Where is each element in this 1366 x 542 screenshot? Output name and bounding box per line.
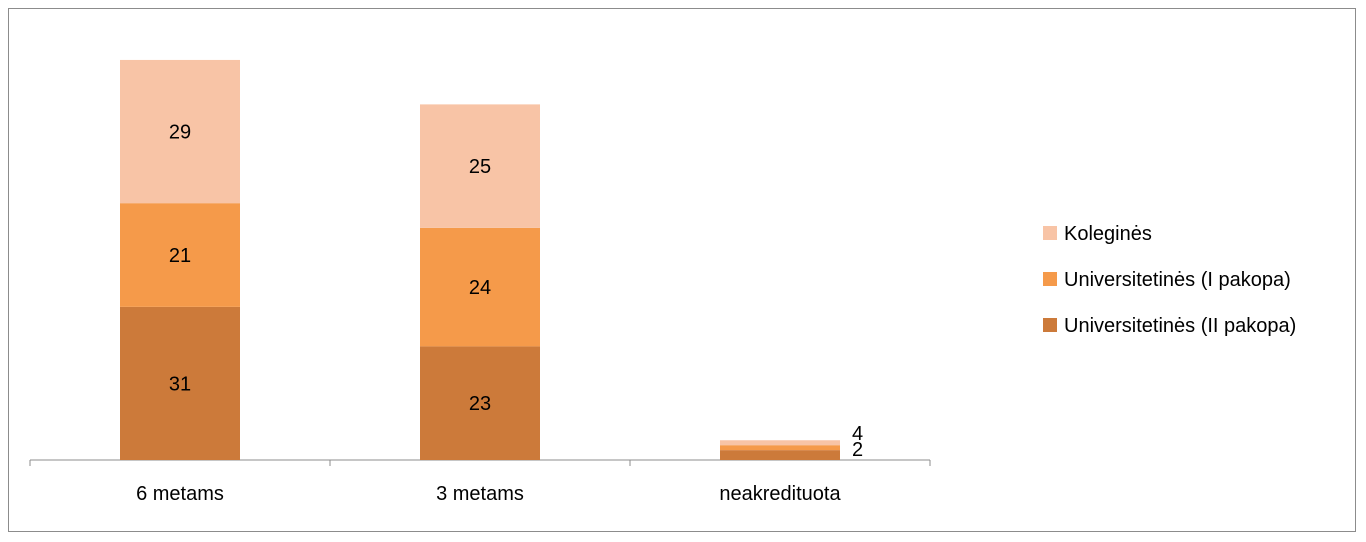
bar-segment — [420, 346, 540, 460]
data-label: 29 — [169, 122, 191, 144]
legend-swatch — [1043, 226, 1057, 240]
legend-label: Universitetinės (II pakopa) — [1064, 315, 1296, 337]
data-label: 23 — [469, 393, 491, 415]
bar-segment — [720, 440, 840, 446]
x-tick-label: neakredituota — [719, 483, 841, 505]
data-label: 25 — [469, 156, 491, 178]
bar-segment — [720, 445, 840, 451]
bar-segment — [120, 203, 240, 307]
x-tick-label: 6 metams — [136, 483, 224, 505]
legend-swatch — [1043, 318, 1057, 332]
plot-area: 31 21 29 6 metams 23 24 25 3 metams 24 neakreditu… — [29, 59, 931, 505]
data-label: 31 — [169, 373, 191, 395]
bar-segment — [420, 227, 540, 347]
data-label: 4 — [852, 423, 863, 445]
bar-segment — [720, 450, 840, 460]
bar-segment — [420, 104, 540, 228]
legend-swatch — [1043, 272, 1057, 286]
data-label: 21 — [169, 245, 191, 267]
legend-label: Koleginės — [1064, 223, 1152, 245]
x-tick-label: 3 metams — [436, 483, 524, 505]
data-label: 24 — [469, 277, 491, 299]
data-label: 2 — [852, 439, 863, 461]
legend: Koleginės Universitetinės (I pakopa) Unive… — [1043, 223, 1296, 337]
bar-segment — [120, 306, 240, 460]
legend-label: Universitetinės (I pakopa) — [1064, 269, 1291, 291]
bar-segment — [120, 59, 240, 204]
